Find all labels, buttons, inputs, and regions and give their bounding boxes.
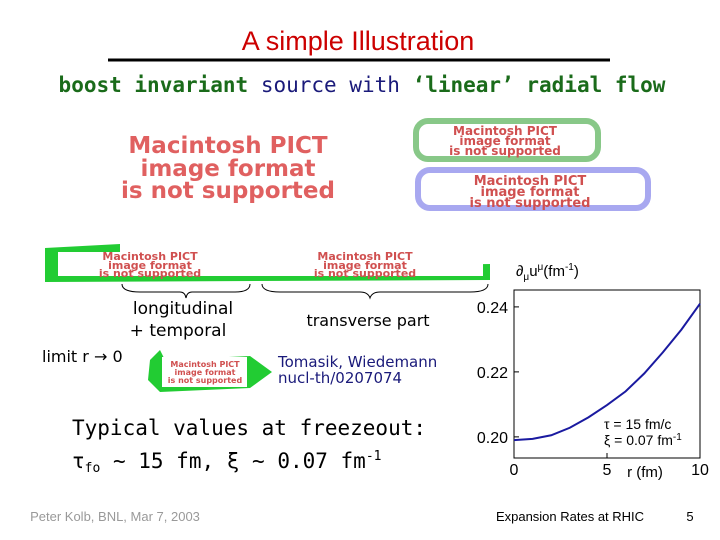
annotation-sup: -1 — [673, 432, 682, 443]
pict-text: Macintosh PICT — [453, 124, 558, 138]
pict-text: Macintosh PICT — [102, 250, 198, 263]
pict-text: Macintosh PICT — [317, 250, 413, 263]
pict-frame — [415, 167, 651, 211]
brace — [261, 283, 489, 300]
x-tick-label: 10 — [691, 462, 709, 479]
pict-text: image format — [175, 368, 236, 377]
line — [513, 303, 701, 442]
subtitle-bold: ‘linear’ radial flow — [413, 73, 666, 97]
pict-text: image format — [459, 134, 551, 148]
pict-tiny: Macintosh PICT image format is not suppo… — [168, 360, 243, 385]
pict-text: image format — [323, 259, 407, 272]
equation-box — [58, 252, 483, 276]
formula-sub: fo — [85, 461, 101, 476]
pict-small: Macintosh PICT image format is not suppo… — [449, 124, 561, 158]
y-tick-label: 0.20 — [477, 430, 508, 447]
pict-equation: Macintosh PICT image format is not suppo… — [99, 250, 416, 280]
subtitle-plain: source with — [248, 73, 412, 97]
y-tick-label: 0.22 — [477, 365, 508, 382]
x-axis-label: r (fm) — [627, 464, 663, 481]
y-axis-label-part: -1 — [565, 262, 574, 273]
annotation: τ = 15 fm/c — [604, 416, 671, 432]
y-axis-label-part: ) — [574, 263, 579, 280]
page-number: 5 — [686, 509, 693, 524]
y-axis-label-part: μ — [538, 262, 544, 273]
annotation: ξ = 0.07 fm-1 — [604, 432, 682, 448]
pict-text: image format — [140, 156, 315, 182]
reference: nucl-th/0207074 — [278, 369, 402, 387]
footer-topic: Expansion Rates at RHIC — [496, 509, 644, 524]
pict-text: is not supported — [470, 196, 591, 211]
x-tick-label: 5 — [603, 462, 612, 479]
formula-part: ~ 15 fm, ξ ~ 0.07 fm — [100, 449, 366, 473]
pict-text: Macintosh PICT — [128, 133, 327, 159]
y-axis-label-part: (fm — [543, 263, 565, 280]
brace — [121, 283, 251, 299]
pict-small: Macintosh PICT image format is not suppo… — [470, 174, 591, 211]
pict-text: is not supported — [168, 376, 243, 385]
y-axis-label: ∂μuμ(fm-1) — [516, 262, 579, 283]
label: longitudinal — [133, 299, 233, 319]
label: limit r → 0 — [42, 347, 123, 366]
typical-heading: Typical values at freezeout: — [72, 416, 426, 440]
pict-text: is not supported — [314, 267, 416, 280]
y-axis-label-part: μ — [523, 272, 529, 283]
label: transverse part — [306, 311, 429, 330]
reference: Tomasik, Wiedemann — [277, 353, 437, 371]
footer-author: Peter Kolb, BNL, Mar 7, 2003 — [30, 509, 200, 524]
y-axis-label-part: ∂ — [516, 263, 523, 280]
pict-text: is not supported — [121, 178, 335, 204]
title: A simple Illustration — [242, 26, 475, 56]
pict-frame — [162, 357, 247, 387]
y-tick-label: 0.24 — [477, 300, 508, 317]
annotation-part: ξ = 0.07 fm — [604, 432, 673, 448]
subtitle: boost invariant source with ‘linear’ rad… — [59, 73, 666, 97]
pict-text: is not supported — [99, 267, 201, 280]
x-tick-label: 0 — [510, 462, 519, 479]
typical-formula: τfo ~ 15 fm, ξ ~ 0.07 fm-1 — [72, 449, 381, 476]
pict-text: is not supported — [449, 144, 561, 158]
pict-text: image format — [108, 259, 192, 272]
pict-big: Macintosh PICT image format is not suppo… — [121, 133, 335, 204]
pict-text: Macintosh PICT — [170, 360, 240, 369]
formula-sup: -1 — [366, 449, 382, 464]
formula-part: τ — [72, 449, 85, 473]
subtitle-bold: boost invariant — [59, 73, 249, 97]
y-axis-label-part: u — [529, 263, 537, 280]
label: + temporal — [130, 321, 227, 341]
pict-text: image format — [481, 185, 580, 200]
plot: ∂μuμ(fm-1)0.200.220.240 5 10r (fm)τ = 15 f… — [477, 262, 709, 481]
pict-frame — [413, 118, 601, 162]
pict-text: Macintosh PICT — [474, 174, 587, 189]
